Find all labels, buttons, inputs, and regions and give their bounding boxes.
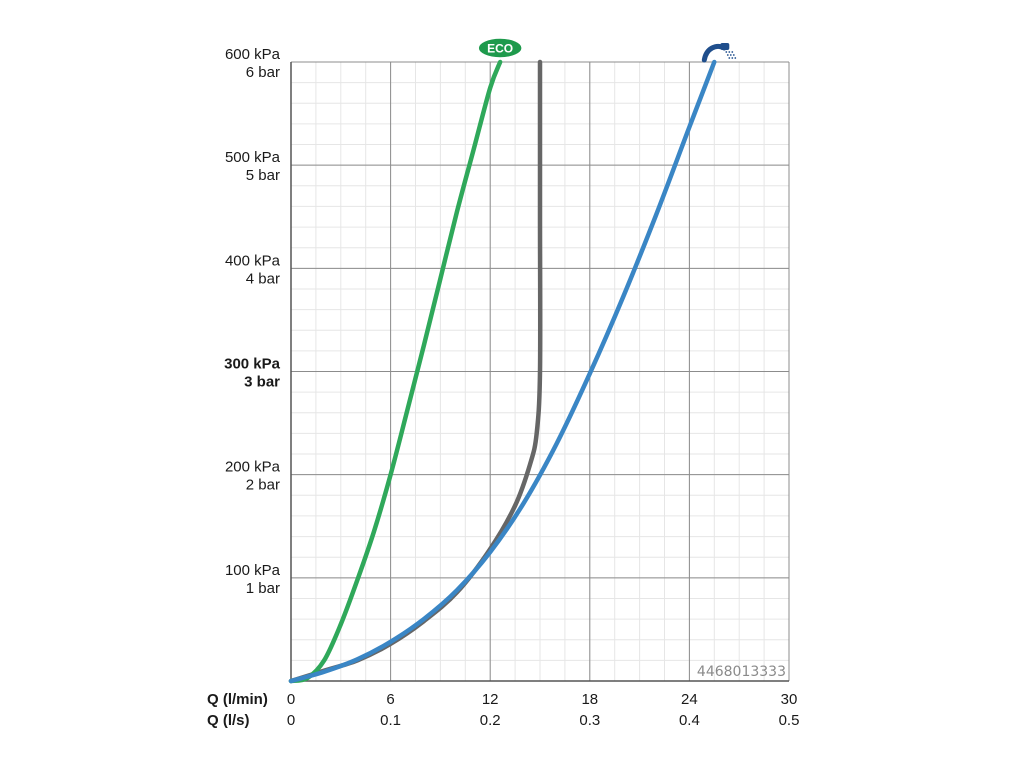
series-markers: ECO xyxy=(477,37,737,63)
x-tick-label: 6 xyxy=(386,691,394,708)
shower-drop xyxy=(728,51,731,53)
shower-head xyxy=(720,43,730,50)
series-lines xyxy=(288,59,717,684)
x-tick-label: 0 xyxy=(287,691,295,708)
y-tick-label-bar: 5 bar xyxy=(246,167,280,184)
series-line xyxy=(288,59,717,684)
x-axis-title: Q (l/s) xyxy=(207,712,250,729)
y-tick-label-bar: 6 bar xyxy=(246,64,280,81)
shower-icon xyxy=(701,43,737,63)
y-tick-label-kpa: 200 kPa xyxy=(225,459,281,476)
x-tick-label: 30 xyxy=(781,691,798,708)
x-tick-label: 0.2 xyxy=(480,712,501,729)
product-code: 4468013333 xyxy=(697,664,786,680)
x-tick-label: 0.4 xyxy=(679,712,700,729)
shower-drop xyxy=(729,54,732,56)
shower-drop xyxy=(731,51,734,53)
y-tick-label-kpa: 400 kPa xyxy=(225,252,281,269)
y-tick-label-kpa: 600 kPa xyxy=(225,46,281,63)
y-tick-label-bar: 1 bar xyxy=(246,580,280,597)
series-line xyxy=(288,59,503,684)
y-tick-label-bar: 3 bar xyxy=(244,374,280,391)
eco-badge-shape xyxy=(477,37,523,59)
x-tick-label: 0.5 xyxy=(779,712,800,729)
x-tick-label: 0.1 xyxy=(380,712,401,729)
shower-drop xyxy=(734,57,737,59)
y-tick-label-kpa: 100 kPa xyxy=(225,562,281,579)
eco-badge-label: ECO xyxy=(487,42,513,56)
eco-badge: ECO xyxy=(477,37,523,59)
x-axis-title: Q (l/min) xyxy=(207,691,268,708)
y-tick-label-bar: 4 bar xyxy=(246,270,280,287)
shower-drop xyxy=(726,54,729,56)
y-tick-label-bar: 2 bar xyxy=(246,477,280,494)
x-axis-labels: Q (l/min) 0 6 12 18 24 30 Q (l/s) 0 0.1 0.2 0.3 0.4 0… xyxy=(207,691,799,729)
x-tick-label: 24 xyxy=(681,691,698,708)
x-tick-label: 12 xyxy=(482,691,499,708)
x-tick-label: 0.3 xyxy=(579,712,600,729)
y-tick-label-kpa: 300 kPa xyxy=(224,356,281,373)
shower-drop xyxy=(728,57,731,59)
shower-drop xyxy=(725,51,728,53)
x-tick-label: 0 xyxy=(287,712,295,729)
shower-drop xyxy=(731,57,734,59)
y-tick-label-kpa: 500 kPa xyxy=(225,149,281,166)
shower-drop xyxy=(732,54,735,56)
x-tick-label: 18 xyxy=(581,691,598,708)
